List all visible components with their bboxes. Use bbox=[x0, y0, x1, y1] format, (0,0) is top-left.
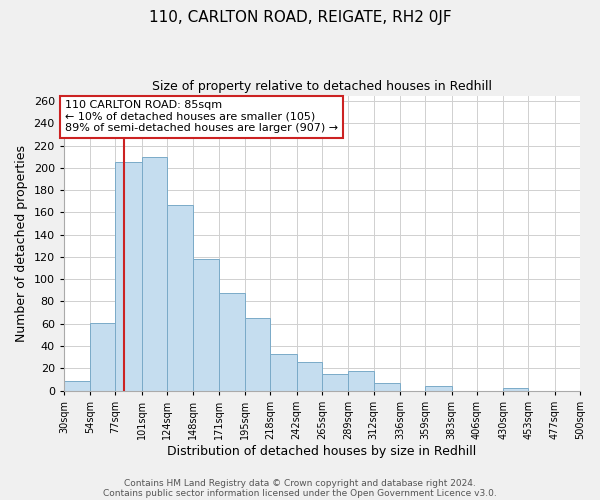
Bar bbox=[374, 382, 400, 390]
Bar bbox=[142, 157, 167, 390]
Bar bbox=[322, 374, 348, 390]
Y-axis label: Number of detached properties: Number of detached properties bbox=[15, 144, 28, 342]
Bar bbox=[64, 380, 90, 390]
X-axis label: Distribution of detached houses by size in Redhill: Distribution of detached houses by size … bbox=[167, 444, 476, 458]
Text: 110, CARLTON ROAD, REIGATE, RH2 0JF: 110, CARLTON ROAD, REIGATE, RH2 0JF bbox=[149, 10, 451, 25]
Bar bbox=[115, 162, 142, 390]
Bar bbox=[218, 292, 245, 390]
Bar bbox=[245, 318, 270, 390]
Text: Contains HM Land Registry data © Crown copyright and database right 2024.: Contains HM Land Registry data © Crown c… bbox=[124, 478, 476, 488]
Bar bbox=[270, 354, 296, 391]
Bar bbox=[503, 388, 529, 390]
Bar bbox=[167, 204, 193, 390]
Title: Size of property relative to detached houses in Redhill: Size of property relative to detached ho… bbox=[152, 80, 492, 93]
Bar bbox=[425, 386, 452, 390]
Bar bbox=[348, 370, 374, 390]
Text: 110 CARLTON ROAD: 85sqm
← 10% of detached houses are smaller (105)
89% of semi-d: 110 CARLTON ROAD: 85sqm ← 10% of detache… bbox=[65, 100, 338, 133]
Text: Contains public sector information licensed under the Open Government Licence v3: Contains public sector information licen… bbox=[103, 488, 497, 498]
Bar bbox=[90, 322, 115, 390]
Bar bbox=[296, 362, 322, 390]
Bar bbox=[193, 259, 218, 390]
